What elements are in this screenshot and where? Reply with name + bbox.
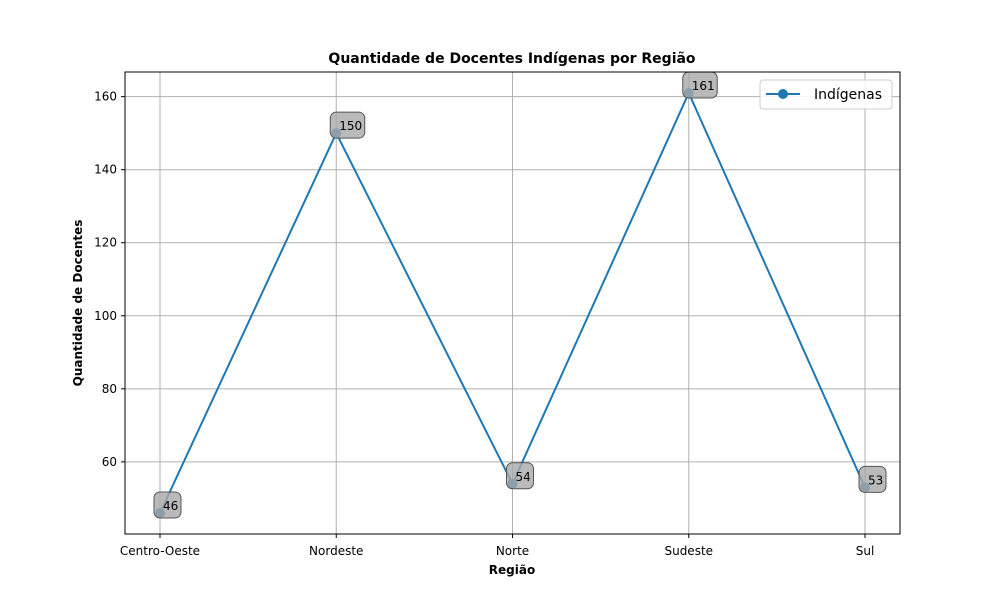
chart-title: Quantidade de Docentes Indígenas por Reg… bbox=[328, 51, 696, 67]
y-tick-label-160: 160 bbox=[94, 90, 117, 104]
x-axis-label: Região bbox=[489, 563, 535, 577]
y-tick-label-120: 120 bbox=[94, 236, 117, 250]
legend-box bbox=[759, 79, 893, 110]
data-label-sudeste: 161 bbox=[692, 79, 715, 93]
legend: Indígenas bbox=[759, 79, 893, 110]
y-tick-label-100: 100 bbox=[94, 309, 117, 323]
data-label-norte: 54 bbox=[516, 470, 531, 484]
data-label-box-centro-oeste bbox=[153, 491, 182, 519]
y-tick-label-60: 60 bbox=[102, 455, 117, 469]
data-label-centro-oeste: 46 bbox=[163, 499, 178, 513]
y-tick-label-80: 80 bbox=[102, 382, 117, 396]
plot-area-frame bbox=[124, 71, 901, 535]
data-label-box-sul bbox=[858, 465, 887, 493]
data-label-sul: 53 bbox=[868, 473, 883, 487]
x-tick-label-nordeste: Nordeste bbox=[309, 544, 363, 558]
x-tick-label-sudeste: Sudeste bbox=[664, 544, 713, 558]
data-labels: 46 150 54 161 53 bbox=[153, 71, 887, 519]
data-label-nordeste: 150 bbox=[339, 119, 362, 133]
x-tick-label-norte: Norte bbox=[496, 544, 529, 558]
legend-point-marker bbox=[778, 89, 788, 99]
x-tick-label-sul: Sul bbox=[856, 544, 875, 558]
y-axis-label: Quantidade de Docentes bbox=[71, 220, 85, 387]
axis-ticks: Centro-Oeste Nordeste Norte Sudeste Sul 60 80 1… bbox=[94, 90, 874, 558]
y-tick-label-140: 140 bbox=[94, 163, 117, 177]
data-label-box-norte bbox=[506, 462, 534, 490]
x-tick-label-centro-oeste: Centro-Oeste bbox=[120, 544, 200, 558]
data-label-box-nordeste bbox=[329, 111, 366, 139]
legend-entry-indigenas: Indígenas bbox=[814, 87, 882, 103]
